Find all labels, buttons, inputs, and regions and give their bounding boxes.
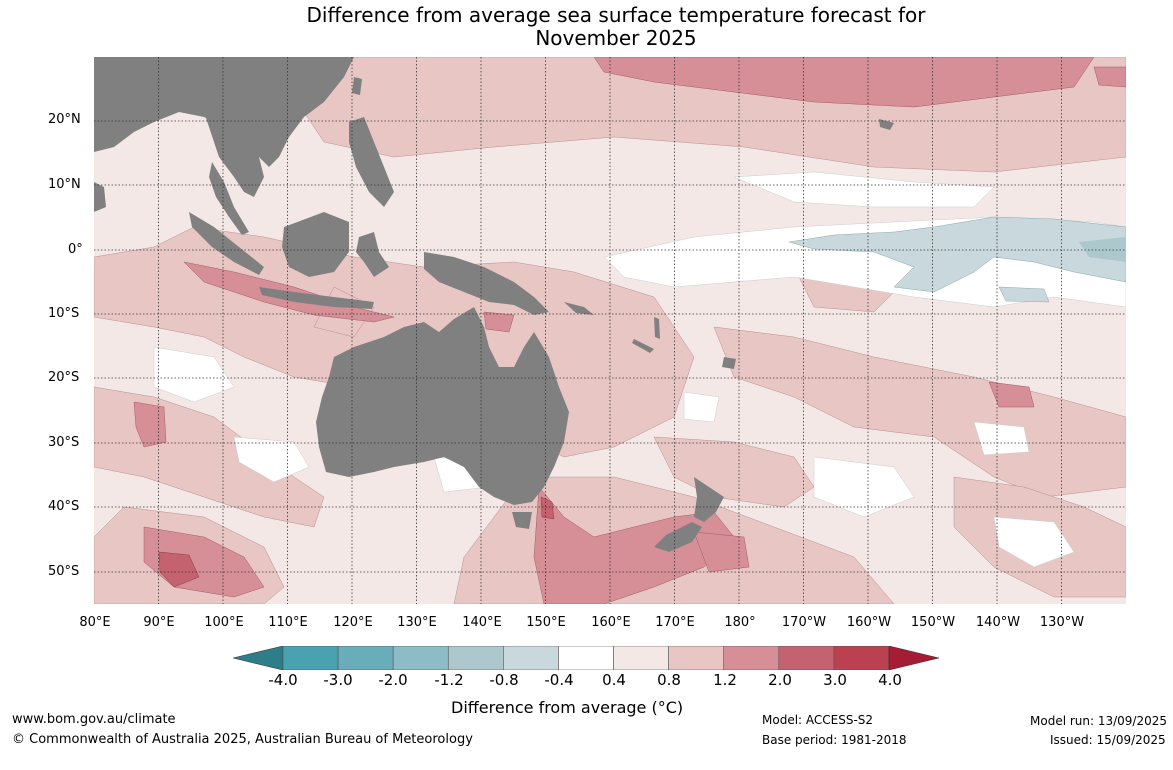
- colorbar-bin: [668, 646, 725, 670]
- colorbar-above-arrow: [888, 646, 939, 670]
- colorbar-bin: [778, 646, 835, 670]
- colorbar-bin: [337, 646, 394, 670]
- lat-label-10s: 10°S: [48, 306, 80, 321]
- land-borneo: [282, 212, 349, 277]
- footer-model: Model: ACCESS-S2: [762, 713, 874, 727]
- colorbar-bin: [447, 646, 504, 670]
- lon-label-180: 180°: [724, 615, 756, 630]
- lat-label-40s: 40°S: [48, 499, 80, 514]
- lon-label-120e: 120°E: [333, 615, 373, 630]
- lon-label-170e: 170°E: [655, 615, 695, 630]
- colorbar-below-arrow: [233, 646, 284, 670]
- lon-label-160w: 160°W: [846, 615, 892, 630]
- colorbar-tick-1: -4.0: [268, 671, 298, 689]
- chart-title: Difference from average sea surface temp…: [0, 4, 1173, 50]
- lat-label-20s: 20°S: [48, 370, 80, 385]
- colorbar-tick-4: -1.2: [434, 671, 464, 689]
- colorbar-tick-9: 1.2: [713, 671, 737, 689]
- sst-anomaly-map: [94, 57, 1126, 604]
- footer-website: www.bom.gov.au/climate: [12, 712, 176, 727]
- footer-copyright: © Commonwealth of Australia 2025, Austra…: [12, 732, 473, 747]
- colorbar-bin: [723, 646, 780, 670]
- colorbar: [233, 646, 939, 670]
- lon-label-90e: 90°E: [143, 615, 175, 630]
- title-line-2: November 2025: [535, 26, 697, 50]
- lon-label-170w: 170°W: [781, 615, 827, 630]
- colorbar-tick-3: -2.0: [378, 671, 408, 689]
- land-hawaii: [879, 119, 894, 130]
- lon-label-160e: 160°E: [591, 615, 631, 630]
- lon-label-130e: 130°E: [397, 615, 437, 630]
- land-philippines: [349, 117, 394, 207]
- land-india-tip: [94, 182, 106, 212]
- title-line-1: Difference from average sea surface temp…: [306, 3, 926, 27]
- land-new-guinea: [424, 252, 549, 315]
- colorbar-tick-10: 2.0: [768, 671, 792, 689]
- anomaly-2.0-3.0: [158, 496, 555, 588]
- colorbar-tick-6: -0.4: [544, 671, 574, 689]
- lon-label-150w: 150°W: [910, 615, 956, 630]
- land-sulawesi: [356, 232, 389, 277]
- colorbar-bin: [503, 646, 559, 670]
- anomaly-cool: [788, 216, 1126, 303]
- colorbar-tick-7: 0.4: [602, 671, 626, 689]
- land-malay-peninsula: [209, 162, 249, 235]
- land-australia: [316, 307, 569, 505]
- lat-label-10n: 10°N: [48, 177, 81, 192]
- lat-label-20n: 20°N: [48, 112, 81, 127]
- lat-label-equator: 0°: [68, 242, 83, 257]
- lon-label-130w: 130°W: [1039, 615, 1085, 630]
- lat-label-50s: 50°S: [48, 564, 80, 579]
- colorbar-bin: [282, 646, 339, 670]
- lat-label-30s: 30°S: [48, 435, 80, 450]
- graticule: [94, 57, 1126, 604]
- colorbar-tick-5: -0.8: [489, 671, 519, 689]
- land-taiwan: [352, 77, 362, 95]
- colorbar-bin: [613, 646, 669, 670]
- land-new-zealand-south: [654, 522, 702, 552]
- footer-issued: Issued: 15/09/2025: [1050, 733, 1166, 747]
- lon-label-150e: 150°E: [526, 615, 566, 630]
- footer-base-period: Base period: 1981-2018: [762, 733, 907, 747]
- land-solomon-islands: [564, 302, 594, 315]
- lon-label-140w: 140°W: [975, 615, 1021, 630]
- colorbar-tick-12: 4.0: [878, 671, 902, 689]
- land-asia: [94, 57, 354, 167]
- lon-label-140e: 140°E: [462, 615, 502, 630]
- land-new-zealand-north: [694, 477, 724, 522]
- land-indochina: [204, 112, 264, 197]
- colorbar-label: Difference from average (°C): [451, 698, 684, 717]
- land-new-caledonia: [632, 339, 654, 353]
- colorbar-tick-2: -3.0: [323, 671, 353, 689]
- colorbar-bin: [833, 646, 890, 670]
- colorbar-tick-8: 0.8: [657, 671, 681, 689]
- lon-label-100e: 100°E: [204, 615, 244, 630]
- lon-label-80e: 80°E: [79, 615, 111, 630]
- lon-label-110e: 110°E: [268, 615, 308, 630]
- land: [94, 57, 894, 552]
- colorbar-bins: [282, 646, 890, 670]
- footer-model-run: Model run: 13/09/2025: [1030, 714, 1168, 728]
- land-vanuatu: [654, 317, 660, 339]
- land-fiji: [722, 357, 736, 369]
- land-sumatra: [189, 212, 264, 275]
- colorbar-bin: [392, 646, 449, 670]
- land-tasmania: [512, 512, 532, 529]
- colorbar-tick-11: 3.0: [823, 671, 847, 689]
- colorbar-bin: [558, 646, 614, 670]
- anomaly-cooler: [1079, 237, 1126, 262]
